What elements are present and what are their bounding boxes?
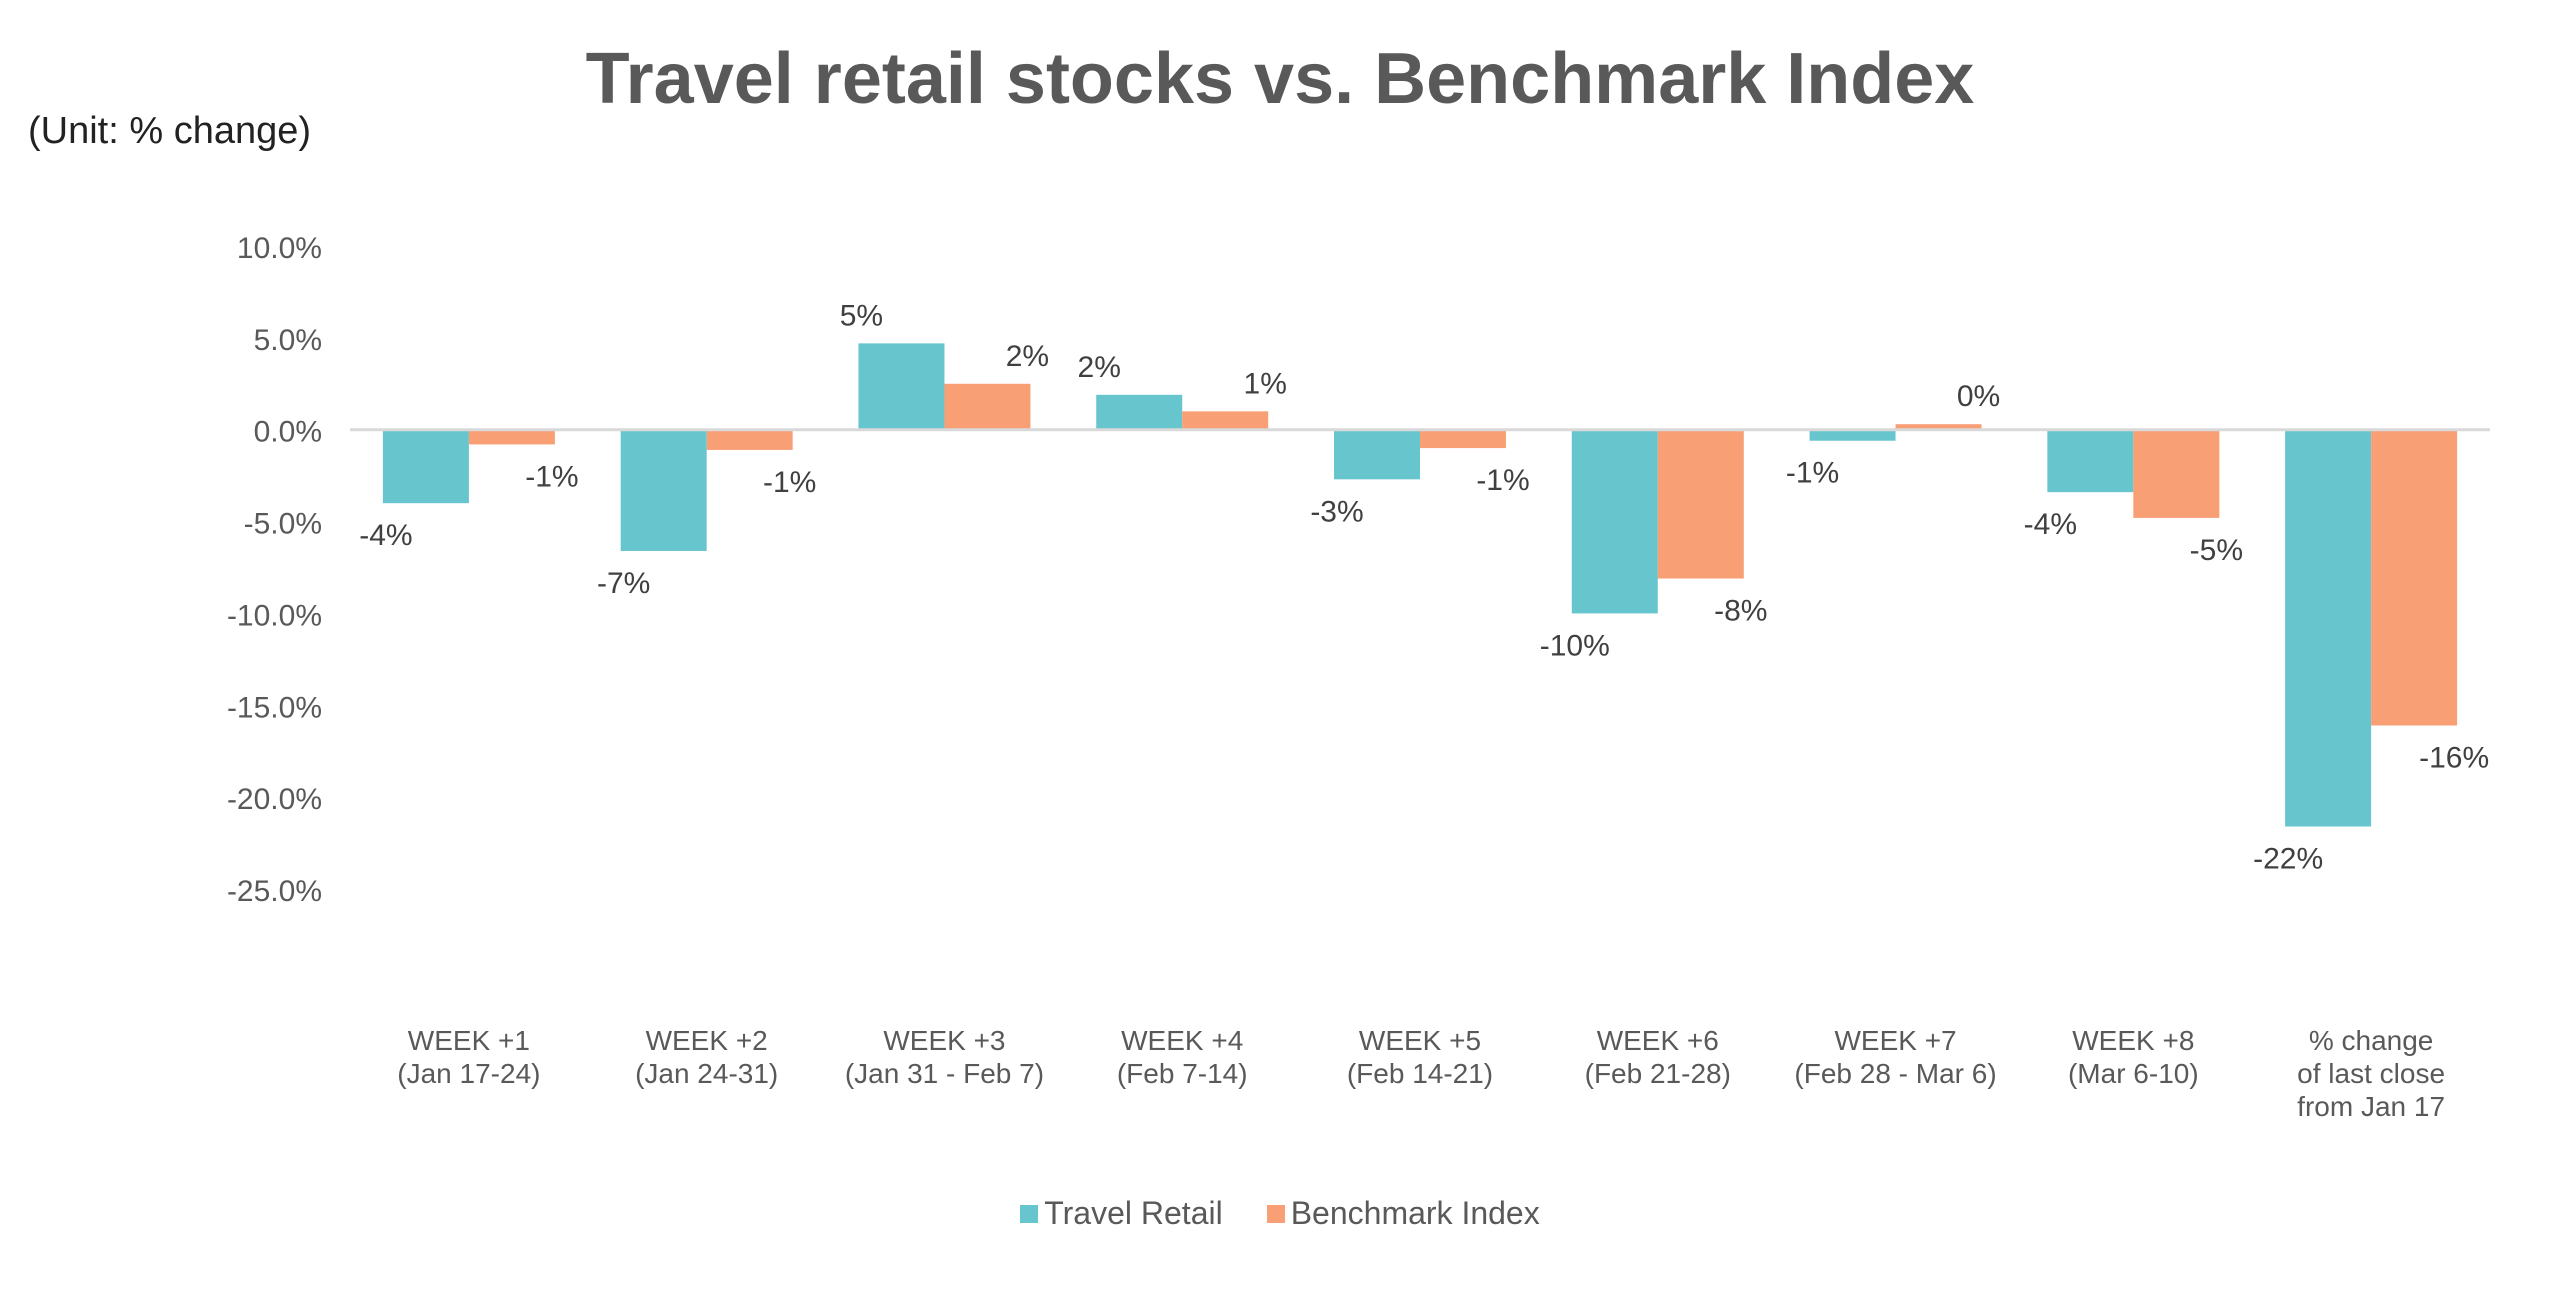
- bar-benchmark-index: [2371, 429, 2458, 726]
- x-category-label-line: (Feb 14-21): [1347, 1058, 1493, 1089]
- legend: Travel Retail Benchmark Index: [0, 1195, 2560, 1232]
- legend-label-benchmark-index: Benchmark Index: [1290, 1195, 1540, 1231]
- data-label: -1%: [1786, 457, 1839, 490]
- bar-travel-retail: [2047, 429, 2134, 493]
- data-label: -22%: [2253, 843, 2323, 876]
- bar-benchmark-index: [1657, 429, 1744, 579]
- bar-travel-retail: [382, 429, 469, 504]
- x-category-label-line: WEEK +5: [1359, 1025, 1481, 1056]
- data-label: -8%: [1714, 595, 1767, 628]
- x-category-label: WEEK +7 (Feb 28 - Mar 6): [1794, 1025, 1996, 1089]
- bar-benchmark-index: [1182, 411, 1269, 430]
- y-tick-label: -5.0%: [244, 508, 322, 541]
- bar-travel-retail: [620, 429, 707, 551]
- y-tick-label: -25.0%: [227, 875, 322, 908]
- data-label: -1%: [1476, 464, 1529, 497]
- y-tick-label: -10.0%: [227, 599, 322, 632]
- data-label: -3%: [1310, 495, 1363, 528]
- y-tick-label: 10.0%: [237, 232, 322, 265]
- x-category-label-line: (Feb 28 - Mar 6): [1794, 1058, 1996, 1089]
- bar-travel-retail: [1571, 429, 1658, 614]
- x-category-label: WEEK +3 (Jan 31 - Feb 7): [845, 1025, 1044, 1089]
- legend-swatch-benchmark-index: [1266, 1204, 1285, 1223]
- data-label: -16%: [2419, 741, 2489, 774]
- x-category-label-line: WEEK +6: [1597, 1025, 1719, 1056]
- bar-travel-retail: [1809, 429, 1896, 441]
- bar-benchmark-index: [1895, 424, 1982, 430]
- y-tick-label: 0.0%: [254, 416, 322, 449]
- x-category-label-line: (Feb 21-28): [1585, 1058, 1731, 1089]
- x-category-label-line: (Jan 31 - Feb 7): [845, 1058, 1044, 1089]
- x-category-label-line: (Jan 24-31): [635, 1058, 778, 1089]
- x-category-label-line: WEEK +8: [2072, 1025, 2194, 1056]
- bar-benchmark-index: [1420, 429, 1506, 449]
- bar-travel-retail: [1334, 429, 1420, 480]
- x-category-label-line: WEEK +4: [1121, 1025, 1243, 1056]
- y-tick-label: 5.0%: [254, 324, 322, 357]
- data-label: -7%: [597, 567, 650, 600]
- data-label: -10%: [1540, 629, 1610, 662]
- data-label: 5%: [840, 299, 883, 332]
- bar-travel-retail: [2285, 429, 2372, 827]
- data-label: -1%: [763, 466, 816, 499]
- x-category-label: WEEK +4 (Feb 7-14): [1117, 1025, 1248, 1089]
- x-category-label-line: from Jan 17: [2297, 1091, 2445, 1122]
- x-category-label: WEEK +5 (Feb 14-21): [1347, 1025, 1493, 1089]
- legend-entry-benchmark-index: Benchmark Index: [1266, 1195, 1540, 1232]
- bar-benchmark-index: [944, 383, 1031, 430]
- x-category-label-line: (Feb 7-14): [1117, 1058, 1248, 1089]
- bar-benchmark-index: [468, 429, 555, 445]
- x-category-label-line: (Jan 17-24): [397, 1058, 540, 1089]
- x-category-label: % change of last close from Jan 17: [2297, 1025, 2445, 1122]
- data-label: -4%: [2024, 508, 2077, 541]
- x-category-label-line: WEEK +1: [408, 1025, 530, 1056]
- data-label: -5%: [2190, 534, 2243, 567]
- data-label: 1%: [1244, 367, 1287, 400]
- data-label: 2%: [1006, 340, 1049, 373]
- bar-benchmark-index: [2133, 429, 2220, 518]
- x-category-label-line: WEEK +2: [646, 1025, 768, 1056]
- legend-swatch-travel-retail: [1020, 1204, 1039, 1223]
- y-tick-label: -15.0%: [227, 691, 322, 724]
- x-category-label: WEEK +1 (Jan 17-24): [397, 1025, 540, 1089]
- chart-title: Travel retail stocks vs. Benchmark Index: [585, 39, 1975, 119]
- data-label: -1%: [525, 460, 578, 493]
- x-category-label-line: of last close: [2297, 1058, 2445, 1089]
- data-label: -4%: [359, 519, 412, 552]
- x-category-label: WEEK +6 (Feb 21-28): [1585, 1025, 1731, 1089]
- bar-travel-retail: [858, 343, 945, 430]
- x-category-label: WEEK +8 (Mar 6-10): [2068, 1025, 2199, 1089]
- data-label: 2%: [1078, 351, 1121, 384]
- x-category-label-line: % change: [2309, 1025, 2434, 1056]
- x-category-label-line: (Mar 6-10): [2068, 1058, 2199, 1089]
- bar-benchmark-index: [706, 429, 793, 450]
- x-category-label: WEEK +2 (Jan 24-31): [635, 1025, 778, 1089]
- x-category-label-line: WEEK +3: [883, 1025, 1005, 1056]
- legend-entry-travel-retail: Travel Retail: [1020, 1195, 1223, 1232]
- bar-travel-retail: [1096, 394, 1183, 430]
- y-tick-label: -20.0%: [227, 783, 322, 816]
- unit-label: (Unit: % change): [28, 110, 312, 152]
- legend-label-travel-retail: Travel Retail: [1044, 1195, 1223, 1231]
- x-category-label-line: WEEK +7: [1834, 1025, 1956, 1056]
- data-label: 0%: [1957, 380, 2000, 413]
